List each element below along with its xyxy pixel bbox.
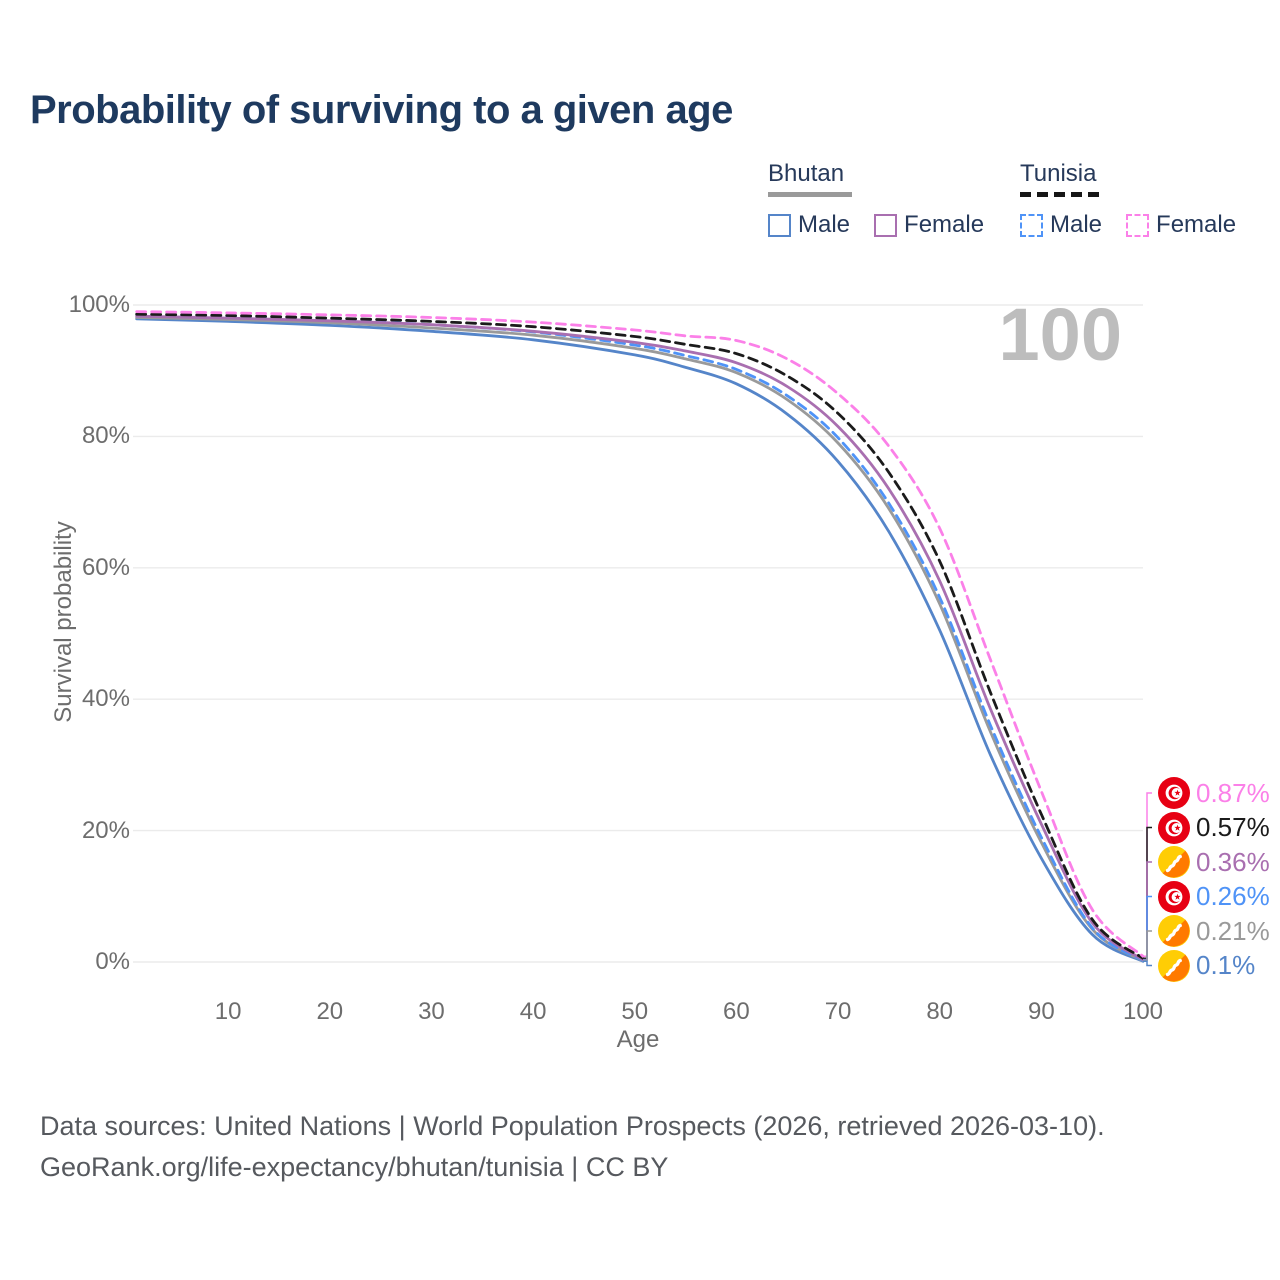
x-tick-70: 70 xyxy=(824,998,852,1025)
end-label-row-bhutan-male: 0.1% xyxy=(1158,949,1255,983)
end-label-value: 0.87% xyxy=(1196,777,1270,808)
connector-bhutan xyxy=(1143,930,1152,962)
x-tick-10: 10 xyxy=(214,998,242,1025)
legend-group-bhutan: Bhutan Male Female xyxy=(768,160,984,239)
legend-country-bhutan[interactable]: Bhutan xyxy=(768,160,845,187)
end-label-row-bhutan: 0.21% xyxy=(1158,914,1270,948)
legend-swatch-bhutan-male xyxy=(768,213,791,237)
connector-tunisia-male xyxy=(1143,895,1152,962)
legend-item-tunisia-female[interactable]: Female xyxy=(1126,211,1236,239)
end-label-value: 0.21% xyxy=(1196,915,1270,946)
end-label-value: 0.1% xyxy=(1196,950,1256,980)
curve-bhutan xyxy=(135,316,1145,962)
x-axis-title: Age xyxy=(616,1026,660,1053)
legend-country-tunisia[interactable]: Tunisia xyxy=(1020,160,1097,187)
curve-bhutan-female xyxy=(135,314,1145,961)
legend-item-tunisia-male[interactable]: Male xyxy=(1020,211,1102,239)
end-label-row-tunisia-male: 0.26% xyxy=(1158,880,1270,914)
legend-group-tunisia: Tunisia Male Female xyxy=(1020,160,1236,239)
x-tick-30: 30 xyxy=(418,998,445,1025)
x-tick-40: 40 xyxy=(519,998,547,1025)
curve-bhutan-male xyxy=(135,317,1145,963)
legend-line-sample-tunisia xyxy=(1020,192,1104,197)
tunisia-flag-icon xyxy=(1158,880,1190,913)
y-tick-20: 20% xyxy=(81,816,130,844)
footer-data-sources: Data sources: United Nations | World Pop… xyxy=(40,1111,1105,1141)
legend-label-bhutan-female: Female xyxy=(904,211,985,238)
bhutan-flag-icon xyxy=(1158,949,1190,982)
x-tick-100: 100 xyxy=(1122,998,1164,1025)
x-tick-80: 80 xyxy=(926,998,954,1025)
curve-tunisia-female xyxy=(135,310,1145,958)
legend-swatch-tunisia-male xyxy=(1020,213,1043,237)
y-tick-0: 0% xyxy=(95,948,130,975)
end-label-value: 0.36% xyxy=(1196,846,1270,877)
y-tick-100: 100% xyxy=(68,291,130,318)
y-tick-80: 80% xyxy=(81,422,130,450)
legend-swatch-tunisia-female xyxy=(1126,213,1150,237)
end-label-row-tunisia: 0.57% xyxy=(1158,811,1270,845)
tunisia-flag-icon xyxy=(1158,777,1190,809)
legend-item-bhutan-male[interactable]: Male xyxy=(768,211,850,239)
y-tick-40: 40% xyxy=(81,685,130,713)
end-label-value: 0.57% xyxy=(1196,812,1270,842)
x-tick-20: 20 xyxy=(316,998,344,1025)
footer: Data sources: United Nations | World Pop… xyxy=(40,1106,1105,1187)
bhutan-flag-icon xyxy=(1158,915,1190,947)
legend-swatch-bhutan-female xyxy=(874,213,898,237)
bhutan-flag-icon xyxy=(1158,846,1190,878)
x-tick-90: 90 xyxy=(1027,998,1055,1025)
x-tick-60: 60 xyxy=(723,998,750,1025)
connector-bhutan-female xyxy=(1143,861,1152,961)
curve-tunisia xyxy=(135,312,1145,960)
legend-label-bhutan-male: Male xyxy=(798,211,851,238)
connector-tunisia xyxy=(1143,826,1152,960)
tunisia-flag-icon xyxy=(1158,811,1190,844)
connector-bhutan-male xyxy=(1143,960,1152,967)
legend-label-tunisia-male: Male xyxy=(1050,211,1103,238)
legend-item-bhutan-female[interactable]: Female xyxy=(874,211,984,239)
x-tick-50: 50 xyxy=(621,998,649,1025)
legend-label-tunisia-female: Female xyxy=(1156,211,1237,238)
y-tick-60: 60% xyxy=(81,553,130,581)
legend-line-sample-bhutan xyxy=(768,192,852,197)
watermark-age-100: 100 xyxy=(998,293,1122,376)
page-title: Probability of surviving to a given age xyxy=(30,88,733,132)
curve-tunisia-male xyxy=(135,313,1145,962)
connector-tunisia-female xyxy=(1143,792,1152,958)
end-label-row-tunisia-female: 0.87% xyxy=(1158,776,1270,810)
end-label-row-bhutan-female: 0.36% xyxy=(1158,845,1270,879)
footer-source-link[interactable]: GeoRank.org/life-expectancy/bhutan/tunis… xyxy=(40,1151,669,1182)
end-label-value: 0.26% xyxy=(1196,881,1270,911)
